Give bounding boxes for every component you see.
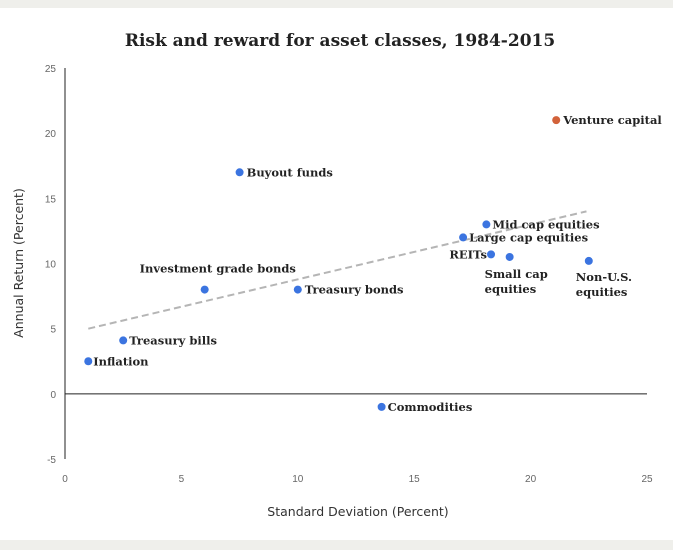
data-label: Commodities	[388, 400, 473, 414]
data-point	[459, 233, 468, 242]
chart-title: Risk and reward for asset classes, 1984-…	[125, 31, 555, 51]
data-label: Small cap equities	[485, 267, 548, 296]
data-point	[235, 168, 244, 177]
data-label: Treasury bills	[129, 333, 217, 347]
x-tick-label: 25	[641, 474, 653, 485]
x-tick-label: 5	[179, 474, 185, 485]
x-tick-label: 15	[409, 474, 421, 485]
y-axis-label: Annual Return (Percent)	[11, 188, 26, 338]
data-point	[200, 285, 209, 294]
data-point	[487, 250, 496, 259]
y-tick-label: 20	[45, 129, 57, 140]
x-tick-label: 20	[525, 474, 537, 485]
data-label: Large cap equities	[469, 230, 588, 244]
data-label: Treasury bonds	[305, 283, 404, 297]
data-label: Mid cap equities	[492, 217, 599, 231]
y-tick-label: 10	[45, 260, 57, 271]
data-point	[552, 116, 561, 125]
x-axis-label: Standard Deviation (Percent)	[267, 504, 448, 519]
data-label: Investment grade bonds	[140, 262, 296, 276]
data-point	[119, 336, 128, 345]
y-tick-label: 0	[50, 390, 56, 401]
y-tick-label: -5	[47, 455, 56, 466]
data-point	[584, 256, 593, 265]
data-label: Non-U.S. equities	[576, 270, 632, 299]
data-point	[293, 285, 302, 294]
y-tick-label: 15	[45, 194, 57, 205]
data-label: REITs	[449, 247, 487, 261]
data-label: Inflation	[93, 354, 149, 368]
trendline	[88, 210, 587, 330]
data-label: Buyout funds	[247, 165, 333, 179]
data-point	[505, 252, 514, 261]
y-tick-label: 5	[50, 325, 56, 336]
data-point	[84, 357, 93, 366]
chart-card	[0, 8, 673, 540]
data-point	[482, 220, 491, 229]
data-label: Venture capital	[562, 113, 662, 127]
y-tick-label: 25	[45, 64, 57, 75]
x-tick-label: 0	[62, 474, 68, 485]
data-point	[377, 402, 386, 411]
x-tick-label: 10	[292, 474, 304, 485]
